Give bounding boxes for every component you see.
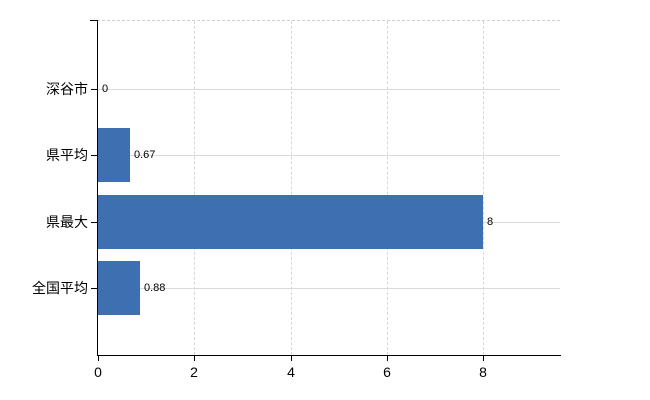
x-axis-tick [387, 356, 388, 361]
category-label: 全国平均 [32, 280, 88, 296]
h-gridline [98, 288, 560, 289]
h-gridline [98, 89, 560, 90]
bar-value-label: 0 [102, 83, 109, 95]
v-gridline [386, 21, 388, 355]
bar [98, 195, 483, 249]
h-gridline [98, 155, 560, 156]
x-axis-tick-label: 6 [383, 364, 391, 380]
y-axis-tick [91, 89, 97, 90]
v-gridline [194, 21, 196, 355]
v-gridline [290, 21, 292, 355]
bar-value-label: 0.88 [144, 282, 166, 294]
v-gridline [483, 21, 484, 355]
y-axis-tick [91, 155, 97, 156]
bar-value-label: 8 [487, 216, 494, 228]
bar [98, 128, 130, 182]
y-axis-line [97, 20, 98, 356]
x-axis-tick [483, 356, 484, 361]
y-axis-tick [91, 222, 97, 223]
x-axis-tick-label: 0 [94, 364, 102, 380]
x-axis-tick [194, 356, 195, 361]
y-axis-top-tick [90, 20, 97, 21]
plot-top-border [97, 20, 560, 21]
x-axis-tick-label: 2 [190, 364, 198, 380]
y-axis-tick [91, 288, 97, 289]
x-axis-line [97, 355, 561, 356]
category-label: 県平均 [46, 147, 88, 163]
category-label: 深谷市 [46, 81, 88, 97]
x-axis-tick [291, 356, 292, 361]
bar-value-label: 0.67 [134, 149, 156, 161]
bar [98, 261, 140, 315]
x-axis-tick-label: 4 [287, 364, 295, 380]
category-label: 県最大 [46, 214, 88, 230]
x-axis-tick [98, 356, 99, 361]
x-axis-tick-label: 8 [479, 364, 487, 380]
